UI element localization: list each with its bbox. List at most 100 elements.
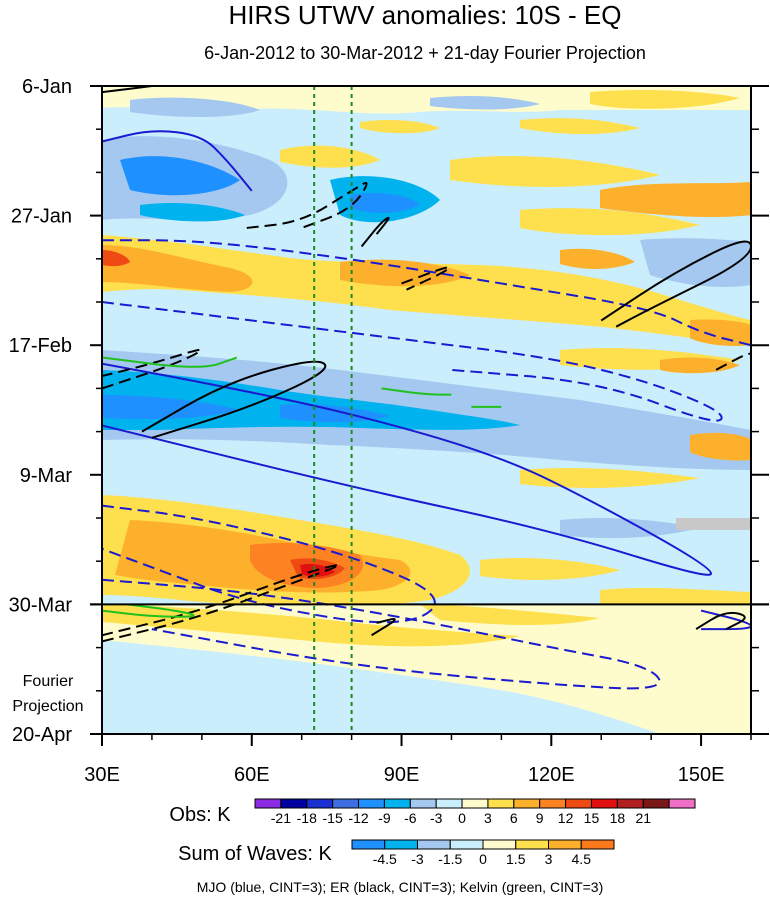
er-contour-positive (371, 618, 396, 637)
anomaly-patch (590, 90, 740, 109)
er-contour-positive (600, 240, 751, 328)
anomaly-patch (140, 203, 245, 222)
kelvin-contour-positive (381, 387, 452, 396)
kelvin-contour-positive (102, 603, 195, 618)
x-tick-label: 120E (528, 764, 575, 786)
colorbar-label: -18 (297, 810, 317, 826)
y-tick-label: 20-Apr (12, 724, 72, 746)
x-tick-label: 30E (84, 764, 120, 786)
colorbar-swatch (280, 798, 308, 809)
plot-border (101, 85, 752, 735)
chart-subtitle: 6-Jan-2012 to 30-Mar-2012 + 21-day Fouri… (204, 43, 646, 63)
colorbar-swatch (384, 839, 418, 850)
colorbar-label: 1.5 (506, 851, 526, 867)
colorbar-swatch (358, 798, 385, 809)
colorbar-swatch (461, 798, 489, 809)
colorbar-swatch (435, 798, 463, 809)
projection-patch (420, 604, 600, 625)
obs-colorbar: Obs: K -21 -18 -15 -12 -9 -6 -3 0 3 6 9 12 15 18 21 (169, 798, 696, 826)
colorbar-label: 21 (635, 810, 651, 826)
colorbar-label: 4.5 (572, 851, 592, 867)
colorbar-label: 15 (584, 810, 600, 826)
colorbar-label: -3 (430, 810, 443, 826)
y-tick-label: 27-Jan (11, 206, 72, 228)
y-tick-label: 9-Mar (20, 465, 73, 487)
colorbar-swatch (351, 839, 386, 850)
waves-colorbar: Sum of Waves: K -4.5 -3 -1.5 0 1.5 3 4.5 (178, 839, 615, 867)
colorbar-label: 6 (510, 810, 518, 826)
anomaly-patch (520, 467, 700, 488)
er-contour-positive (695, 611, 746, 630)
colorbar-swatch (548, 839, 582, 850)
colorbar-label: 12 (558, 810, 574, 826)
colorbar-label: 0 (479, 851, 487, 867)
anomaly-patch (600, 587, 751, 604)
y-tick-label: 6-Jan (22, 76, 72, 98)
colorbar-swatch (580, 839, 615, 850)
mjo-contour-positive (102, 130, 253, 192)
anomaly-patch (560, 248, 635, 269)
contour-caption: MJO (blue, CINT=3); ER (black, CINT=3); … (197, 879, 604, 895)
kelvin-contour-positive (102, 356, 238, 368)
anomaly-patch (560, 517, 700, 539)
anomaly-patch (600, 182, 751, 218)
projection-patch (102, 604, 520, 647)
y-axis: 6-Jan 27-Jan 17-Feb 9-Mar 30-Mar 20-Apr (9, 76, 769, 746)
colorbar-label: -1.5 (438, 851, 462, 867)
obs-colorbar-title: Obs: K (169, 804, 231, 826)
colorbar-label: -6 (404, 810, 417, 826)
colorbar-swatch (306, 798, 334, 809)
colorbar-swatch (332, 798, 360, 809)
x-tick-label: 90E (384, 764, 420, 786)
colorbar-label: -9 (378, 810, 391, 826)
colorbar-swatch (449, 839, 484, 850)
anomaly-patch (480, 558, 620, 580)
projection-shading (102, 604, 751, 734)
colorbar-swatch (487, 798, 515, 809)
colorbar-swatch (383, 798, 411, 809)
plot-area (102, 86, 751, 734)
colorbar-label: -21 (271, 810, 291, 826)
x-tick-label: 150E (678, 764, 725, 786)
y-tick-label: 30-Mar (9, 594, 73, 616)
anomaly-patch (450, 155, 660, 187)
anomaly-patch (102, 86, 751, 114)
x-axis: 30E 60E 90E 120E 150E (84, 734, 752, 786)
colorbar-swatch (417, 839, 451, 850)
colorbar-label: -4.5 (373, 851, 397, 867)
anomaly-patch (430, 96, 540, 110)
anomaly-shading (102, 86, 751, 607)
colorbar-swatch (616, 798, 644, 809)
colorbar-swatch (668, 798, 696, 809)
anomaly-patch (102, 250, 130, 267)
mjo-contour-negative (102, 239, 751, 347)
anomaly-patch (520, 208, 700, 236)
anomaly-patch (120, 156, 240, 196)
colorbar-swatch (409, 798, 437, 809)
anomaly-patch (676, 518, 751, 530)
projection-patch (102, 604, 751, 734)
waves-colorbar-title: Sum of Waves: K (178, 843, 332, 865)
mjo-contour-positive (102, 362, 713, 576)
contour-layer (102, 86, 751, 690)
colorbar-label: 3 (545, 851, 553, 867)
er-contour-positive (360, 216, 390, 248)
anomaly-patch (690, 432, 751, 461)
colorbar-swatch (482, 839, 517, 850)
colorbar-swatch (515, 839, 549, 850)
colorbar-swatch (642, 798, 670, 809)
anomaly-patch (520, 118, 640, 135)
anomaly-patch (102, 395, 240, 420)
anomaly-patch (280, 145, 380, 168)
mjo-contour-negative (102, 301, 723, 422)
chart-title: HIRS UTWV anomalies: 10S - EQ (229, 0, 622, 30)
mjo-contour-negative (102, 504, 436, 624)
anomaly-patch (102, 245, 253, 292)
colorbar-swatch (565, 798, 592, 809)
colorbar-swatch (513, 798, 541, 809)
projection-label-line1: Fourier (23, 673, 74, 690)
anomaly-patch (130, 97, 260, 117)
y-tick-label: 17-Feb (9, 335, 72, 357)
colorbar-label: 9 (536, 810, 544, 826)
